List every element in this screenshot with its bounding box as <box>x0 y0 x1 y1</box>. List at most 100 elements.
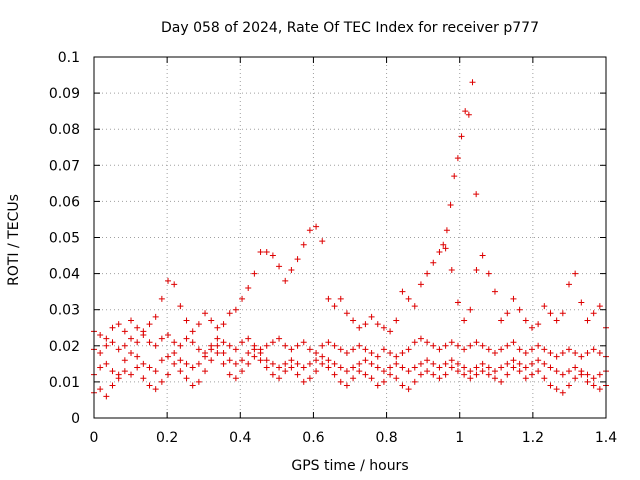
data-point <box>103 393 110 400</box>
data-point <box>208 357 215 364</box>
data-point <box>535 357 542 364</box>
data-point <box>183 360 190 367</box>
data-point <box>590 382 597 389</box>
data-point <box>387 328 394 335</box>
data-point <box>220 360 227 367</box>
data-point <box>325 364 332 371</box>
data-point <box>399 288 406 295</box>
data-point <box>368 313 375 320</box>
data-point <box>319 342 326 349</box>
data-point <box>140 328 147 335</box>
data-point <box>399 364 406 371</box>
data-point <box>121 328 128 335</box>
data-point <box>313 223 320 230</box>
data-point <box>109 324 116 331</box>
data-point <box>97 331 104 338</box>
data-point <box>109 339 116 346</box>
data-point <box>288 364 295 371</box>
data-point <box>417 360 424 367</box>
data-point <box>263 357 270 364</box>
data-point <box>541 303 548 310</box>
data-point <box>374 353 381 360</box>
data-point <box>350 375 357 382</box>
x-axis-label: GPS time / hours <box>291 458 408 474</box>
data-point <box>331 303 338 310</box>
data-point <box>251 353 258 360</box>
data-point <box>288 266 295 273</box>
data-point <box>442 371 449 378</box>
data-point <box>491 288 498 295</box>
data-points <box>91 79 609 400</box>
data-point <box>177 368 184 375</box>
data-point <box>158 378 165 385</box>
data-point <box>165 371 172 378</box>
data-point <box>337 364 344 371</box>
data-point <box>165 353 172 360</box>
data-point <box>436 346 443 353</box>
data-point <box>158 295 165 302</box>
x-tick-label: 0.6 <box>302 430 324 446</box>
data-point <box>128 350 135 357</box>
data-point <box>417 335 424 342</box>
data-point <box>325 357 332 364</box>
data-point <box>565 368 572 375</box>
y-tick-label: 0.03 <box>49 303 80 319</box>
data-point <box>189 364 196 371</box>
data-point <box>461 346 468 353</box>
data-point <box>195 378 202 385</box>
data-point <box>485 270 492 277</box>
data-point <box>146 339 153 346</box>
data-point <box>239 357 246 364</box>
data-point <box>547 382 554 389</box>
data-point <box>454 360 461 367</box>
data-point <box>454 342 461 349</box>
y-tick-label: 0.1 <box>58 50 80 66</box>
data-point <box>411 339 418 346</box>
y-tick-label: 0.09 <box>49 86 80 102</box>
chart-title: Day 058 of 2024, Rate Of TEC Index for r… <box>161 20 539 36</box>
data-point <box>442 342 449 349</box>
data-point <box>411 378 418 385</box>
data-point <box>584 371 591 378</box>
data-point <box>535 342 542 349</box>
data-point <box>337 295 344 302</box>
data-point <box>547 310 554 317</box>
y-tick-label: 0.02 <box>49 339 80 355</box>
data-point <box>448 339 455 346</box>
x-tick-label: 0.2 <box>156 430 178 446</box>
data-point <box>465 111 472 118</box>
data-point <box>171 350 178 357</box>
data-point <box>214 335 221 342</box>
y-tick-label: 0.07 <box>49 158 80 174</box>
data-point <box>479 342 486 349</box>
data-point <box>380 324 387 331</box>
data-point <box>559 389 566 396</box>
data-point <box>128 317 135 324</box>
data-point <box>528 324 535 331</box>
data-point <box>393 360 400 367</box>
data-point <box>572 375 579 382</box>
data-point <box>319 353 326 360</box>
data-point <box>442 245 449 252</box>
data-point <box>183 335 190 342</box>
data-point <box>590 375 597 382</box>
data-point <box>510 364 517 371</box>
data-point <box>97 350 104 357</box>
data-point <box>245 285 252 292</box>
data-point <box>140 360 147 367</box>
data-point <box>115 371 122 378</box>
data-point <box>245 335 252 342</box>
data-point <box>436 364 443 371</box>
data-point <box>528 346 535 353</box>
data-point <box>368 360 375 367</box>
data-point <box>226 342 233 349</box>
y-tick-label: 0 <box>71 411 80 427</box>
data-point <box>565 346 572 353</box>
data-point <box>498 346 505 353</box>
data-point <box>504 310 511 317</box>
data-point <box>461 371 468 378</box>
data-point <box>350 346 357 353</box>
data-point <box>257 346 264 353</box>
y-tick-label: 0.05 <box>49 231 80 247</box>
